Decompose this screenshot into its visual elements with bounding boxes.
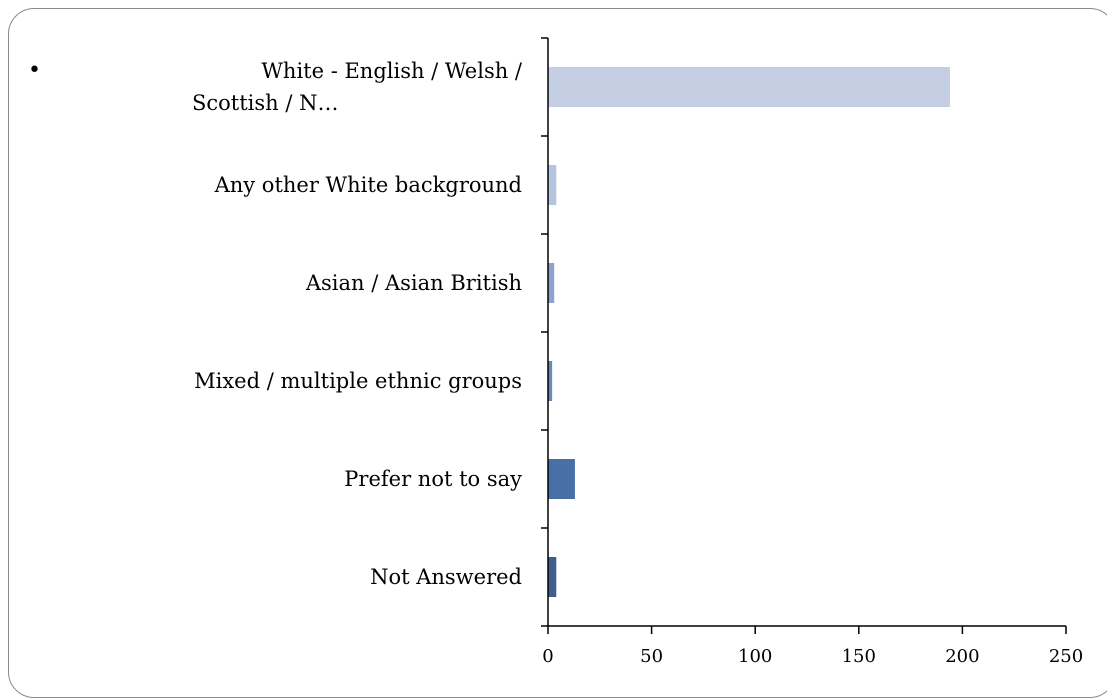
bar-1: [548, 165, 557, 205]
x-tick-label-4: 200: [945, 646, 979, 667]
category-label-1-line-0: Any other White background: [214, 173, 522, 197]
x-tick-label-2: 100: [738, 646, 772, 667]
category-label-5: Not Answered: [370, 565, 522, 589]
x-tick-label-1: 50: [640, 646, 663, 667]
category-label-4-line-0: Prefer not to say: [344, 467, 522, 491]
bars-group: [548, 67, 950, 597]
category-label-3-line-0: Mixed / multiple ethnic groups: [194, 369, 522, 393]
category-label-0: White - English / Welsh / Scottish / N…: [192, 59, 523, 115]
category-label-0-line-0: White - English / Welsh /: [261, 59, 523, 83]
ethnicity-bar-chart: 0 50 100 150 200 250 White - English / Welsh /…: [192, 37, 1083, 667]
category-label-2-line-0: Asian / Asian British: [305, 271, 522, 295]
chart-frame: [8, 8, 1107, 698]
x-tick-label-3: 150: [842, 646, 876, 667]
category-label-2: Asian / Asian British: [305, 271, 522, 295]
bullet-marker: •: [28, 58, 41, 83]
category-label-4: Prefer not to say: [344, 467, 522, 491]
axes-group: [541, 37, 1067, 634]
x-tick-label-5: 250: [1049, 646, 1083, 667]
category-label-1: Any other White background: [214, 173, 522, 197]
bar-3: [548, 361, 553, 401]
category-label-5-line-0: Not Answered: [370, 565, 522, 589]
x-tick-label-0: 0: [542, 646, 553, 667]
labels-group: 0 50 100 150 200 250 White - English / Welsh /…: [192, 59, 1083, 667]
bar-5: [548, 557, 557, 597]
bar-0: [548, 67, 950, 107]
bar-4: [548, 459, 575, 499]
bar-2: [548, 263, 555, 303]
category-label-3: Mixed / multiple ethnic groups: [194, 369, 522, 393]
category-label-0-line-1: Scottish / N…: [192, 91, 339, 115]
